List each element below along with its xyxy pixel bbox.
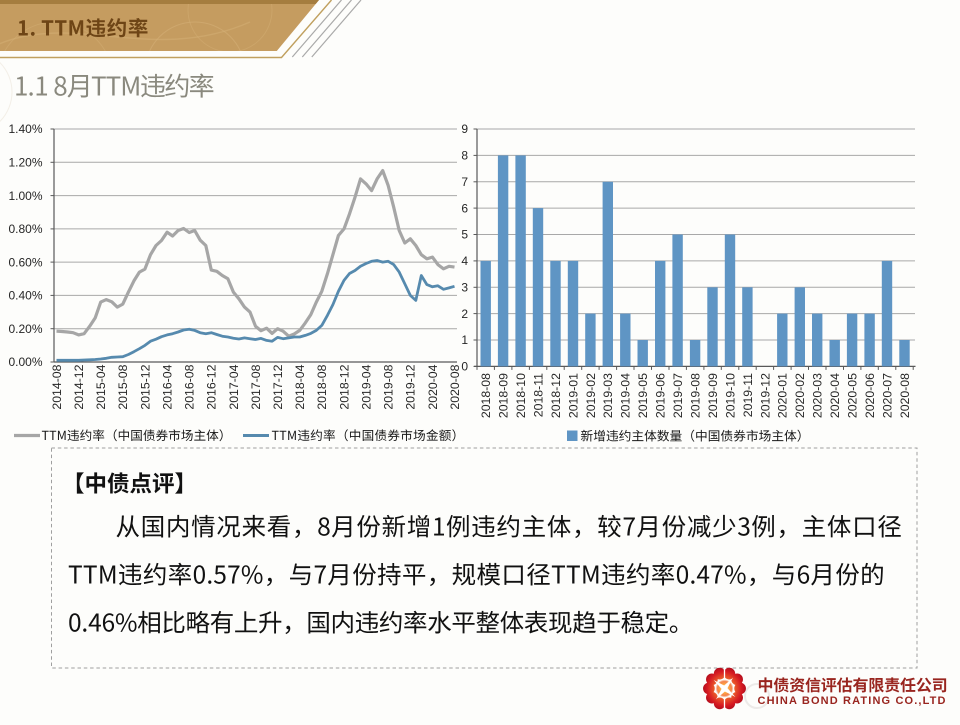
svg-text:2018-12: 2018-12 — [549, 373, 563, 418]
svg-text:2018-09: 2018-09 — [497, 373, 511, 418]
svg-text:0.80%: 0.80% — [8, 222, 42, 236]
svg-text:1.20%: 1.20% — [8, 156, 42, 170]
svg-text:2: 2 — [461, 307, 468, 321]
svg-text:2020-02: 2020-02 — [793, 373, 807, 418]
svg-text:1.00%: 1.00% — [8, 189, 42, 203]
svg-text:0.60%: 0.60% — [8, 255, 42, 269]
svg-text:2019-01: 2019-01 — [566, 373, 580, 418]
svg-text:0: 0 — [461, 360, 468, 374]
svg-text:2019-07: 2019-07 — [671, 373, 685, 418]
svg-text:1: 1 — [461, 333, 468, 347]
svg-text:2017-04: 2017-04 — [227, 364, 241, 409]
svg-text:2019-03: 2019-03 — [601, 373, 615, 418]
svg-text:2020-04: 2020-04 — [828, 373, 842, 418]
svg-text:2020-07: 2020-07 — [880, 373, 894, 418]
svg-text:2020-04: 2020-04 — [426, 364, 440, 409]
svg-text:2018-11: 2018-11 — [531, 373, 545, 417]
svg-text:2019-05: 2019-05 — [636, 373, 650, 418]
svg-text:2019-11: 2019-11 — [741, 373, 755, 417]
svg-text:2019-12: 2019-12 — [758, 373, 772, 418]
svg-text:2020-06: 2020-06 — [863, 373, 877, 418]
svg-text:2019-09: 2019-09 — [706, 373, 720, 418]
svg-text:2018-08: 2018-08 — [315, 364, 329, 409]
svg-text:2015-04: 2015-04 — [94, 364, 108, 409]
svg-text:2019-04: 2019-04 — [360, 364, 374, 409]
svg-text:8: 8 — [461, 149, 468, 163]
svg-text:CHINA BOND RATING CO.,LTD: CHINA BOND RATING CO.,LTD — [758, 695, 946, 707]
svg-text:2019-08: 2019-08 — [382, 364, 396, 409]
svg-text:2016-08: 2016-08 — [183, 364, 197, 409]
svg-text:2014-08: 2014-08 — [50, 364, 64, 409]
svg-text:2018-10: 2018-10 — [514, 373, 528, 418]
svg-text:2017-12: 2017-12 — [271, 364, 285, 409]
svg-text:2018-04: 2018-04 — [293, 364, 307, 409]
svg-text:2019-02: 2019-02 — [584, 373, 598, 418]
svg-text:0.40%: 0.40% — [8, 289, 42, 303]
svg-text:2019-10: 2019-10 — [723, 373, 737, 418]
svg-text:4: 4 — [461, 254, 468, 268]
svg-text:0.20%: 0.20% — [8, 322, 42, 336]
svg-text:2019-04: 2019-04 — [619, 373, 633, 418]
svg-text:2017-08: 2017-08 — [249, 364, 263, 409]
svg-text:2018-08: 2018-08 — [479, 373, 493, 418]
svg-text:2016-12: 2016-12 — [205, 364, 219, 409]
svg-text:5: 5 — [461, 228, 468, 242]
svg-text:2018-12: 2018-12 — [337, 364, 351, 409]
svg-text:2020-01: 2020-01 — [776, 373, 790, 418]
svg-text:2020-03: 2020-03 — [811, 373, 825, 418]
svg-text:1.40%: 1.40% — [8, 122, 42, 136]
svg-text:9: 9 — [461, 122, 468, 136]
svg-text:2019-06: 2019-06 — [654, 373, 668, 418]
svg-text:2020-08: 2020-08 — [898, 373, 912, 418]
svg-text:2015-12: 2015-12 — [138, 364, 152, 409]
svg-text:2019-12: 2019-12 — [404, 364, 418, 409]
svg-text:2020-08: 2020-08 — [448, 364, 462, 409]
svg-text:0.00%: 0.00% — [8, 355, 42, 369]
svg-text:2016-04: 2016-04 — [161, 364, 175, 409]
svg-text:7: 7 — [461, 175, 468, 189]
svg-text:2019-08: 2019-08 — [689, 373, 703, 418]
svg-text:2020-05: 2020-05 — [846, 373, 860, 418]
svg-text:2015-08: 2015-08 — [116, 364, 130, 409]
svg-text:3: 3 — [461, 281, 468, 295]
svg-text:2014-12: 2014-12 — [72, 364, 86, 409]
svg-text:6: 6 — [461, 201, 468, 215]
